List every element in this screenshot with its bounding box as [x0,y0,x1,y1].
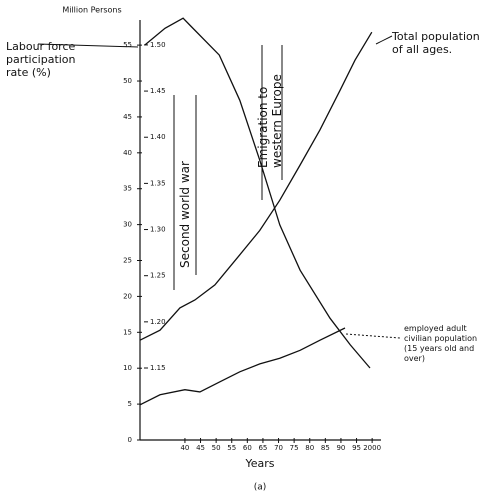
y2-tick-label: 1.30 [150,226,166,234]
x-tick-label: 85 [321,444,330,452]
y-tick-label: 20 [123,292,132,300]
x-tick-label: 65 [258,444,267,452]
y2-tick-label: 1.25 [150,272,166,280]
x-tick-label: 55 [227,444,236,452]
x-tick-label: 2000 [363,444,381,452]
series-label: employed adult civilian population (15 y… [404,324,478,363]
y2-tick-label: 1.15 [150,364,166,372]
y-tick-label: 50 [123,77,132,85]
event-label: Second world war [178,161,192,268]
x-tick-label: 45 [196,444,205,452]
x-tick-label: 80 [305,444,314,452]
y2-tick-label: 1.45 [150,87,166,95]
y-tick-label: 5 [128,400,132,408]
y-tick-label: 35 [123,185,132,193]
x-tick-label: 90 [336,444,345,452]
y2-tick-label: 1.20 [150,318,166,326]
y-tick-label: 30 [123,221,132,229]
y-tick-label: 10 [123,364,132,372]
y2-tick-label: 1.50 [150,41,166,49]
y-tick-label: 25 [123,257,132,265]
y-tick-label: 15 [123,328,132,336]
y-tick-label: 40 [123,149,132,157]
y2-tick-label: 1.40 [150,133,166,141]
y-tick-label: 45 [123,113,132,121]
series-line [139,31,373,341]
x-axis-label: Years [244,457,274,470]
x-tick-label: 60 [243,444,252,452]
series-line [144,17,371,369]
pointer [37,43,139,48]
pointer [345,333,401,339]
x-tick-label: 50 [212,444,221,452]
y-tick-label: 0 [128,436,132,444]
x-tick-label: 70 [274,444,283,452]
series-label: Labour force participation rate (%) [6,40,76,79]
caption: (a) [254,483,267,493]
series-line [139,327,346,406]
x-tick-label: 95 [352,444,361,452]
y2-tick-label: 1.35 [150,179,166,187]
event-label: Emigration to western Europe [256,74,284,168]
y-axis-label: Million Persons [62,6,121,15]
x-tick-label: 40 [180,444,189,452]
pointer [375,35,393,45]
series-label: Total population of all ages. [392,30,480,56]
x-tick-label: 75 [290,444,299,452]
y-tick-label: 55 [123,41,132,49]
